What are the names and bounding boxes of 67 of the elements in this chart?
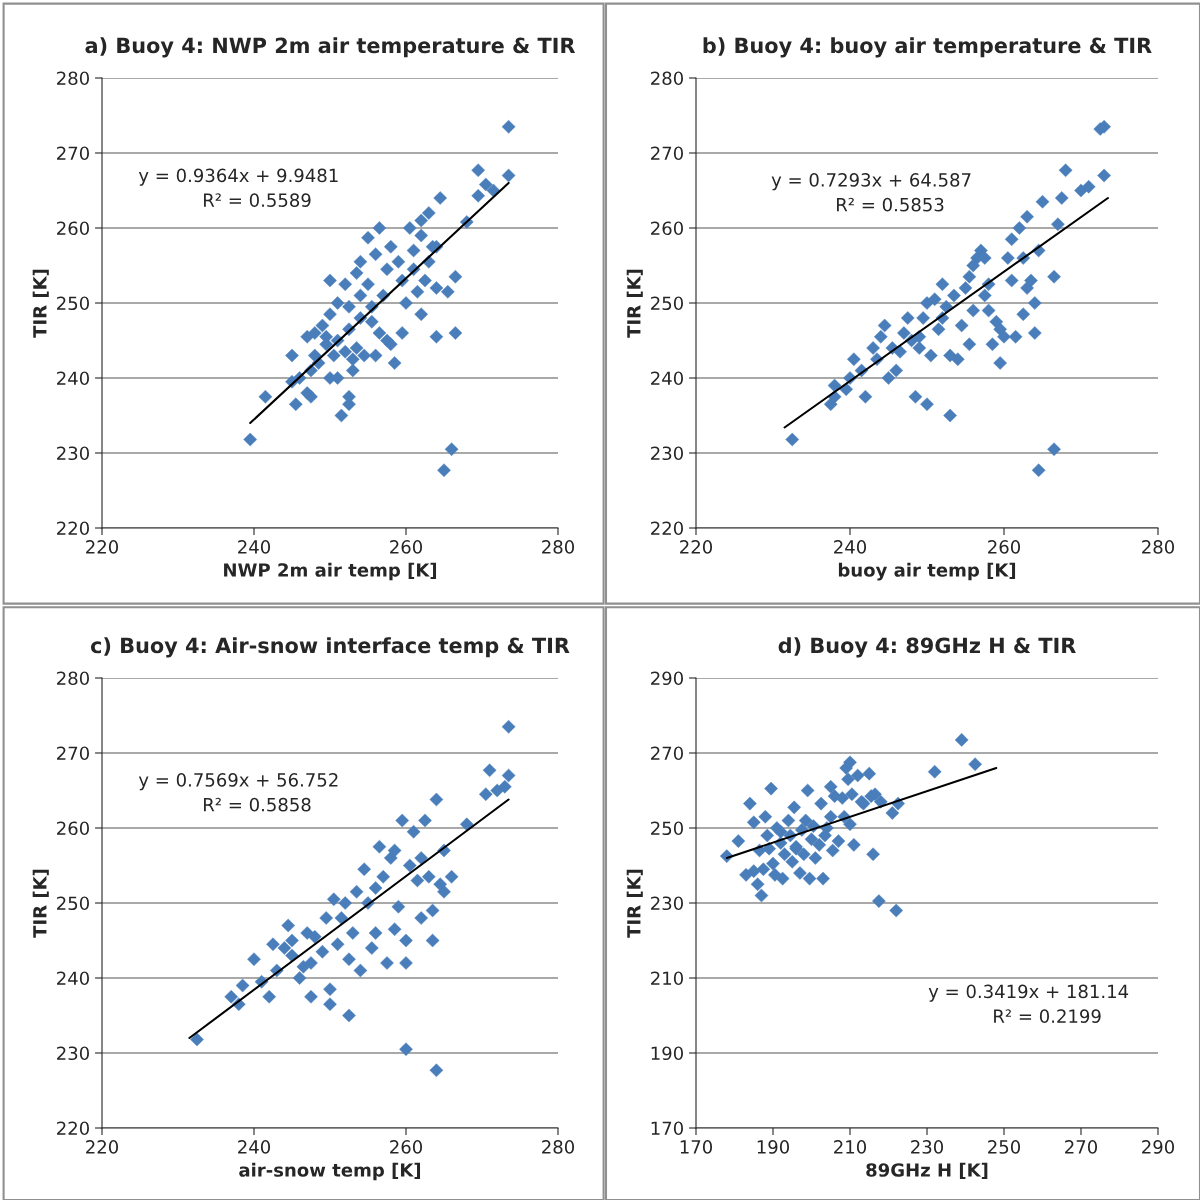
y-tick-label: 220 bbox=[57, 521, 89, 536]
x-axis-title: air-snow temp [K] bbox=[239, 1162, 421, 1181]
annotation: y = 0.3419x + 181.14 bbox=[928, 984, 1129, 1002]
x-tick-label: 240 bbox=[834, 540, 867, 554]
y-tick-label: 230 bbox=[651, 896, 683, 911]
y-axis-title: TIR [K] bbox=[626, 269, 643, 338]
x-tick-label: 260 bbox=[390, 540, 423, 554]
x-axis-title: NWP 2m air temp [K] bbox=[224, 562, 437, 581]
chart-title: a) Buoy 4: NWP 2m air temperature & TIR bbox=[85, 37, 576, 58]
x-axis-title: buoy air temp [K] bbox=[838, 562, 1016, 581]
y-tick-label: 280 bbox=[57, 71, 89, 86]
annotation: y = 0.7569x + 56.752 bbox=[138, 773, 338, 791]
x-tick-label: 220 bbox=[86, 1140, 119, 1154]
y-tick-label: 260 bbox=[57, 221, 89, 236]
y-tick-label: 230 bbox=[651, 446, 683, 461]
y-tick-label: 280 bbox=[57, 671, 89, 686]
y-tick-label: 190 bbox=[651, 1046, 683, 1061]
x-tick-label: 220 bbox=[680, 540, 713, 554]
y-tick-label: 210 bbox=[651, 971, 683, 986]
x-tick-label: 230 bbox=[911, 1140, 944, 1154]
x-tick-label: 170 bbox=[680, 1140, 713, 1154]
x-tick-label: 280 bbox=[1142, 540, 1175, 554]
chart-title: b) Buoy 4: buoy air temperature & TIR bbox=[703, 37, 1152, 58]
y-tick-label: 230 bbox=[57, 1046, 89, 1061]
chart-title: d) Buoy 4: 89GHz H & TIR bbox=[778, 637, 1076, 658]
x-axis-title: 89GHz H [K] bbox=[866, 1162, 988, 1179]
y-tick-label: 290 bbox=[651, 671, 683, 686]
y-tick-label: 250 bbox=[651, 821, 683, 836]
x-tick-label: 240 bbox=[238, 1140, 271, 1154]
y-axis-title: TIR [K] bbox=[32, 869, 49, 938]
y-tick-label: 220 bbox=[57, 1121, 89, 1136]
y-tick-label: 250 bbox=[57, 296, 89, 311]
x-tick-label: 260 bbox=[988, 540, 1021, 554]
x-tick-label: 280 bbox=[542, 1140, 575, 1154]
annotation: R² = 0.2199 bbox=[994, 1009, 1101, 1023]
annotation: R² = 0.5853 bbox=[837, 197, 944, 212]
y-tick-label: 250 bbox=[57, 896, 89, 911]
y-tick-label: 280 bbox=[651, 71, 683, 86]
annotation: R² = 0.5589 bbox=[204, 193, 311, 207]
y-tick-label: 270 bbox=[57, 146, 89, 161]
x-tick-label: 280 bbox=[542, 540, 575, 554]
y-axis-title: TIR [K] bbox=[32, 269, 49, 338]
annotation: R² = 0.5858 bbox=[204, 797, 311, 812]
y-tick-label: 220 bbox=[651, 521, 683, 536]
x-tick-label: 240 bbox=[238, 540, 271, 554]
y-tick-label: 270 bbox=[57, 746, 89, 761]
y-tick-label: 260 bbox=[57, 821, 89, 836]
annotation: y = 0.7293x + 64.587 bbox=[771, 173, 971, 191]
y-tick-label: 250 bbox=[651, 296, 683, 311]
x-tick-label: 190 bbox=[757, 1140, 790, 1154]
y-tick-label: 230 bbox=[57, 446, 89, 461]
annotation: y = 0.9364x + 9.9481 bbox=[138, 168, 338, 186]
x-tick-label: 210 bbox=[834, 1140, 867, 1154]
x-tick-label: 290 bbox=[1142, 1140, 1175, 1154]
y-tick-label: 270 bbox=[651, 146, 683, 161]
y-tick-label: 240 bbox=[57, 371, 89, 386]
y-tick-label: 170 bbox=[651, 1121, 683, 1136]
x-tick-label: 250 bbox=[988, 1140, 1021, 1154]
chart-title: c) Buoy 4: Air-snow interface temp & TIR bbox=[90, 637, 570, 658]
y-tick-label: 240 bbox=[57, 971, 89, 986]
y-tick-label: 240 bbox=[651, 371, 683, 386]
x-tick-label: 270 bbox=[1065, 1140, 1098, 1154]
x-tick-label: 260 bbox=[390, 1140, 423, 1154]
x-tick-label: 220 bbox=[86, 540, 119, 554]
y-tick-label: 270 bbox=[651, 746, 683, 761]
y-axis-title: TIR [K] bbox=[626, 869, 643, 938]
y-tick-label: 260 bbox=[651, 221, 683, 236]
